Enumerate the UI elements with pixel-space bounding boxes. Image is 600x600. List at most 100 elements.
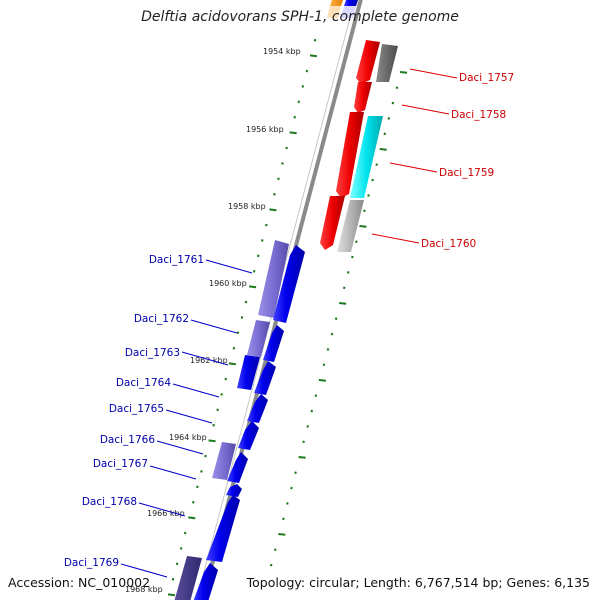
map-title: Delftia acidovorans SPH-1, complete geno… [141,9,459,25]
scale-minor-tick [395,86,399,89]
scale-minor-tick [265,223,268,227]
scale-minor-tick [371,178,374,182]
scale-minor-tick [285,146,288,150]
gene-purple-1767[interactable] [212,442,236,480]
gene-daci-1765-block[interactable] [247,394,268,423]
scale-minor-tick [313,38,317,42]
gene-daci-1768-block[interactable] [206,495,240,562]
scale-minor-tick [342,286,346,290]
tick-label: 1956 kbp [246,125,284,134]
tick-label: 1960 kbp [209,279,247,288]
gene-label-daci-1765[interactable]: Daci_1765 [109,403,164,415]
scale-minor-tick [273,548,277,551]
gene-small-block[interactable] [226,484,242,497]
gene-daci-1763-block[interactable] [237,355,260,390]
scale-minor-tick [273,192,276,196]
scale-major-tick [188,516,196,520]
gene-label-daci-1769[interactable]: Daci_1769 [64,557,119,569]
tick-label: 1966 kbp [147,509,185,518]
gene-label-daci-1763[interactable]: Daci_1763 [125,347,180,359]
scale-minor-tick [334,317,338,320]
gene-purple-1762[interactable] [247,320,270,357]
scale-minor-tick [244,300,248,304]
gene-dark-block[interactable] [376,44,398,82]
scale-major-tick [339,302,347,305]
scale-minor-tick [216,408,219,412]
scale-minor-tick [355,240,358,243]
forward-gene-labels: Daci_1761 Daci_1762 Daci_1763 Daci_1764 … [64,254,204,569]
gene-daci-1761-block[interactable] [273,245,305,323]
scale-major-tick [248,285,257,289]
gene-daci-1767-block[interactable] [227,452,248,483]
reverse-gene-labels: Daci_1757 Daci_1758 Daci_1759 Daci_1760 [421,72,514,250]
gene-daci-1757-block[interactable] [356,40,380,84]
gene-cyan-block[interactable] [350,116,383,198]
gene-daci-1758-block[interactable] [354,82,372,113]
scale-minor-tick [302,440,305,444]
scale-minor-tick [297,100,301,104]
backbone [196,0,363,600]
scale-minor-tick [310,409,314,413]
gene-label-daci-1764[interactable]: Daci_1764 [116,377,172,389]
gene-daci-1764-block[interactable] [254,361,276,395]
scale-minor-tick [256,254,260,258]
gene-daci-1762-block[interactable] [263,325,284,362]
tick-label: 1964 kbp [169,433,207,442]
scale-minor-tick [351,255,354,259]
scale-minor-tick [330,332,334,336]
gene-label-daci-1760[interactable]: Daci_1760 [421,238,476,250]
tick-label: 1962 kbp [190,356,228,365]
scale-major-tick [298,456,306,459]
scale-minor-tick [383,132,387,136]
top-partial-genes [327,0,358,18]
scale-minor-tick [286,502,289,505]
scale-major-tick [379,148,387,151]
reverse-leader-lines [371,68,458,244]
scale-minor-tick [322,363,326,367]
scale-minor-tick [171,577,175,581]
scale-minor-tick [347,271,350,274]
scale-minor-tick [220,393,223,396]
scale-minor-tick [367,194,370,197]
scale-major-tick [359,225,367,228]
scale-minor-tick [387,117,391,120]
topology-text: Topology: circular; Length: 6,767,514 bp… [246,575,590,590]
gene-label-daci-1758[interactable]: Daci_1758 [451,109,506,121]
gene-purple-1761[interactable] [258,240,289,318]
forward-strand-genes [174,240,305,600]
scale-tick-labels: 1954 kbp 1956 kbp 1958 kbp 1960 kbp 1962… [125,47,301,594]
scale-major-tick [167,593,176,597]
scale-major-tick [208,439,216,443]
scale-major-tick [309,54,318,58]
gene-label-daci-1761[interactable]: Daci_1761 [149,254,204,266]
scale-minor-tick [391,101,395,105]
gene-label-daci-1768[interactable]: Daci_1768 [82,496,137,508]
scale-minor-tick [326,348,330,351]
scale-minor-tick [179,547,183,550]
scale-minor-tick [301,85,305,88]
scale-dots-left [167,38,318,597]
scale-minor-tick [261,239,264,242]
tick-label: 1954 kbp [263,47,301,56]
gene-grey-block[interactable] [337,200,364,252]
scale-minor-tick [294,471,297,474]
gene-label-daci-1759[interactable]: Daci_1759 [439,167,494,179]
forward-leader-lines [120,259,253,578]
scale-major-tick [399,71,408,74]
gene-daci-1760-block[interactable] [320,196,345,250]
gene-daci-1769-block[interactable] [193,563,218,600]
scale-minor-tick [293,115,296,119]
tick-label: 1968 kbp [125,585,163,594]
scale-major-tick [318,379,326,382]
gene-label-daci-1762[interactable]: Daci_1762 [134,313,189,325]
scale-minor-tick [305,69,309,73]
accession-text: Accession: NC_010002 [8,575,151,590]
gene-daci-1759-block[interactable] [336,112,364,198]
tick-label: 1958 kbp [228,202,266,211]
gene-label-daci-1757[interactable]: Daci_1757 [459,72,514,84]
gene-label-daci-1766[interactable]: Daci_1766 [100,434,156,446]
gene-daci-1769-purple[interactable] [174,556,202,600]
gene-daci-1766-block[interactable] [238,421,259,450]
gene-label-daci-1767[interactable]: Daci_1767 [93,458,148,470]
